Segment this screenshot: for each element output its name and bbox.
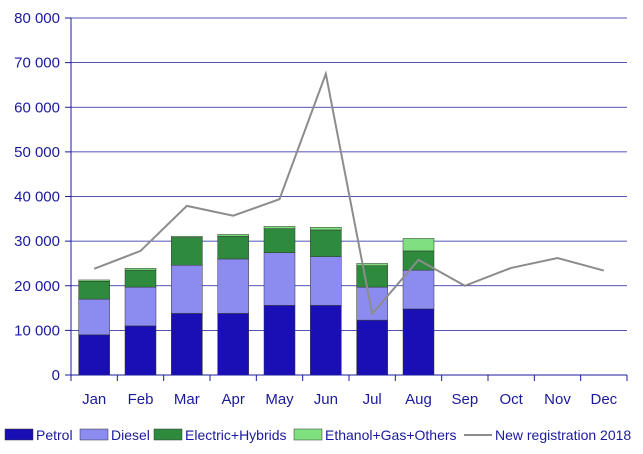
y-tick-label: 30 000 xyxy=(14,233,60,250)
y-tick-label: 10 000 xyxy=(14,322,60,339)
y-tick-label: 60 000 xyxy=(14,99,60,116)
bar-ethanol-gas-others-may xyxy=(263,226,296,229)
bar-petrol-jan xyxy=(78,334,110,376)
x-tick-label-may: May xyxy=(265,391,294,408)
bar-ethanol-gas-others-jun xyxy=(310,227,342,231)
legend-swatch-ethanol-gas-others xyxy=(293,428,323,441)
legend-label-new-registration-2018: New registration 2018 xyxy=(495,427,631,443)
legend: Petrol Diesel Electric+Hybrids Ethanol+Gas+… xyxy=(4,427,631,443)
x-tick-label-nov: Nov xyxy=(544,391,571,408)
bar-petrol-apr xyxy=(217,313,249,376)
legend-label-electric-hybrids: Electric+Hybrids xyxy=(185,427,287,443)
bar-ethanol-gas-others-jul xyxy=(356,263,388,266)
bar-petrol-mar xyxy=(171,313,203,376)
bar-electric-hybrids-jan xyxy=(78,281,110,300)
x-tick-label-oct: Oct xyxy=(499,391,523,408)
legend-swatch-diesel xyxy=(79,428,109,441)
bar-diesel-may xyxy=(263,252,296,306)
bar-ethanol-gas-others-mar xyxy=(171,235,203,238)
x-tick-label-aug: Aug xyxy=(405,391,432,408)
legend-label-ethanol-gas-others: Ethanol+Gas+Others xyxy=(325,427,457,443)
legend-label-diesel: Diesel xyxy=(111,427,150,443)
y-tick-label: 50 000 xyxy=(14,144,60,161)
bar-ethanol-gas-others-feb xyxy=(124,268,157,271)
bar-petrol-aug xyxy=(402,308,435,376)
line-new-registration-2018 xyxy=(93,70,605,317)
bar-petrol-jun xyxy=(310,305,342,376)
gridlines xyxy=(71,17,627,331)
bar-electric-hybrids-feb xyxy=(124,269,157,288)
y-tick-label: 80 000 xyxy=(14,10,60,27)
legend-swatch-petrol xyxy=(4,428,34,441)
x-tick-label-jun: Jun xyxy=(314,391,338,408)
bar-diesel-feb xyxy=(124,286,157,327)
legend-label-petrol: Petrol xyxy=(36,427,73,443)
y-tick-label: 20 000 xyxy=(14,278,60,295)
bar-diesel-jun xyxy=(310,256,342,306)
bar-electric-hybrids-jun xyxy=(310,229,342,257)
bar-ethanol-gas-others-apr xyxy=(217,234,249,237)
bar-petrol-feb xyxy=(124,325,157,376)
bar-ethanol-gas-others-jan xyxy=(78,279,110,282)
bar-petrol-jul xyxy=(356,319,388,376)
bar-diesel-aug xyxy=(402,269,435,310)
bar-electric-hybrids-apr xyxy=(217,235,249,260)
bar-electric-hybrids-mar xyxy=(171,237,203,266)
x-tick-label-jul: Jul xyxy=(363,391,382,408)
bar-diesel-apr xyxy=(217,258,249,314)
x-tick-label-feb: Feb xyxy=(128,391,154,408)
bar-ethanol-gas-others-aug xyxy=(402,238,435,252)
x-tick-label-sep: Sep xyxy=(451,391,478,408)
x-tick-label-apr: Apr xyxy=(221,391,244,408)
bar-electric-hybrids-jul xyxy=(356,265,388,288)
bar-diesel-jan xyxy=(78,298,110,336)
y-axis-ticks: 0 10 000 20 000 30 000 40 000 50 000 60 000 70 … xyxy=(14,10,71,384)
line-series xyxy=(93,70,605,317)
bar-petrol-may xyxy=(263,305,296,376)
bar-diesel-mar xyxy=(171,264,203,314)
x-axis-ticks: Jan Feb Mar Apr May Jun Jul Aug Sep Oct Nov Dec xyxy=(70,375,628,408)
y-tick-label: 0 xyxy=(52,367,60,384)
x-tick-label-jan: Jan xyxy=(82,391,106,408)
legend-swatch-electric-hybrids xyxy=(153,428,183,441)
y-tick-label: 70 000 xyxy=(14,55,60,72)
y-tick-label: 40 000 xyxy=(14,189,60,206)
x-tick-label-mar: Mar xyxy=(174,391,200,408)
bars xyxy=(78,226,435,376)
x-tick-label-dec: Dec xyxy=(590,391,617,408)
bar-electric-hybrids-may xyxy=(263,228,296,253)
